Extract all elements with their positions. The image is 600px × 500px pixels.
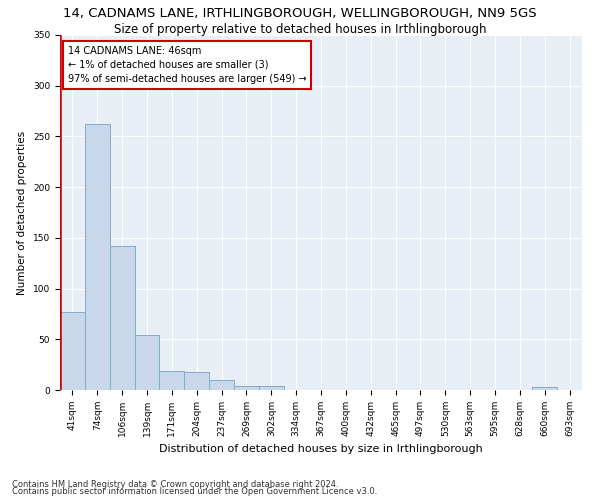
Bar xyxy=(234,386,259,390)
Bar xyxy=(184,372,209,390)
Bar xyxy=(60,312,85,390)
Y-axis label: Number of detached properties: Number of detached properties xyxy=(17,130,28,294)
Text: Contains HM Land Registry data © Crown copyright and database right 2024.: Contains HM Land Registry data © Crown c… xyxy=(12,480,338,489)
X-axis label: Distribution of detached houses by size in Irthlingborough: Distribution of detached houses by size … xyxy=(159,444,483,454)
Bar xyxy=(110,246,134,390)
Bar xyxy=(234,386,259,390)
Bar xyxy=(134,335,160,390)
Bar xyxy=(184,372,209,390)
Text: Size of property relative to detached houses in Irthlingborough: Size of property relative to detached ho… xyxy=(114,22,486,36)
Text: 14, CADNAMS LANE, IRTHLINGBOROUGH, WELLINGBOROUGH, NN9 5GS: 14, CADNAMS LANE, IRTHLINGBOROUGH, WELLI… xyxy=(63,8,537,20)
Bar xyxy=(85,124,110,390)
Bar xyxy=(160,370,184,390)
Text: 14 CADNAMS LANE: 46sqm
← 1% of detached houses are smaller (3)
97% of semi-detac: 14 CADNAMS LANE: 46sqm ← 1% of detached … xyxy=(68,46,307,84)
Bar xyxy=(85,124,110,390)
Bar xyxy=(110,246,134,390)
Bar xyxy=(209,380,234,390)
Bar xyxy=(209,380,234,390)
Bar xyxy=(134,335,160,390)
Bar xyxy=(532,387,557,390)
Bar xyxy=(259,386,284,390)
Bar xyxy=(259,386,284,390)
Bar xyxy=(532,387,557,390)
Text: Contains public sector information licensed under the Open Government Licence v3: Contains public sector information licen… xyxy=(12,487,377,496)
Bar xyxy=(160,370,184,390)
Bar xyxy=(60,312,85,390)
